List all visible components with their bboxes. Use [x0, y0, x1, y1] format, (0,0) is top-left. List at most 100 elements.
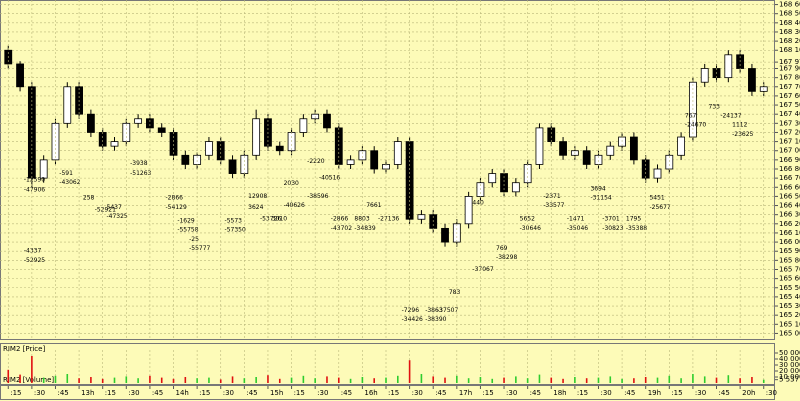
delta-label: -4337	[24, 248, 42, 255]
x-tick-label: :15	[671, 389, 682, 397]
volume-bar	[515, 376, 517, 383]
candle-body	[169, 132, 178, 156]
y-tick-label: 167 970	[779, 58, 800, 66]
delta-label: 3624	[248, 204, 263, 211]
y-tick-label: 30 000	[779, 361, 800, 369]
y-tick-label: 168 500	[779, 10, 800, 18]
delta-label: -52925	[24, 257, 45, 264]
y-tick-label: 167 800	[779, 74, 800, 82]
volume-bar	[326, 376, 328, 383]
x-tick-label: :45	[341, 389, 352, 397]
candle-body	[606, 145, 615, 156]
candle-body	[86, 113, 95, 133]
y-tick-label: 166 200	[779, 220, 800, 228]
candle-body	[181, 154, 190, 165]
candle-body	[205, 141, 213, 156]
delta-label: 5451	[649, 195, 664, 202]
volume-bar	[692, 374, 694, 383]
y-tick-label: 166 500	[779, 192, 800, 200]
x-tick-label: :45	[719, 389, 730, 397]
volume-bar	[149, 375, 151, 383]
y-tick-label: 167 300	[779, 119, 800, 127]
y-tick-label: 165 000	[779, 329, 800, 337]
candle-body	[275, 145, 284, 152]
delta-label: -2371	[543, 193, 561, 200]
volume-bar	[78, 378, 80, 383]
delta-label: -47906	[24, 187, 45, 194]
delta-label: -30646	[520, 225, 541, 232]
x-tick-label: 18h	[553, 389, 566, 397]
candle-body	[252, 118, 261, 156]
delta-label: -24670	[685, 122, 706, 129]
y-tick-label: 166 400	[779, 202, 800, 210]
delta-label: -30823	[602, 225, 623, 232]
volume-bar	[503, 377, 505, 383]
volume-bar	[267, 375, 269, 383]
volume-bar	[125, 376, 128, 383]
volume-bar	[562, 378, 564, 383]
delta-label: -1471	[567, 216, 585, 223]
y-tick-label: 167 200	[779, 128, 800, 136]
panel-label: RIM2 [Price]	[3, 345, 45, 353]
delta-label: -57350	[225, 227, 246, 234]
volume-bar	[184, 377, 187, 383]
y-tick-label: 10 000	[779, 373, 800, 381]
x-tick-label: :30	[34, 389, 45, 397]
delta-label: -52921	[95, 207, 116, 214]
delta-label: -37067	[472, 266, 493, 273]
y-tick-label: 167 900	[779, 65, 800, 73]
delta-label: -53726	[260, 216, 281, 223]
volume-bar	[597, 377, 600, 383]
x-tick-label: :15	[294, 389, 305, 397]
x-tick-label: 15h	[270, 389, 283, 397]
candle-body	[63, 86, 72, 124]
delta-label: -2866	[166, 195, 184, 202]
volume-bar	[385, 377, 387, 383]
x-tick-label: :15	[388, 389, 399, 397]
price-panel	[0, 0, 775, 340]
delta-label: -55758	[177, 227, 198, 234]
y-tick-label: 20 000	[779, 367, 800, 375]
delta-label: 767	[685, 113, 697, 120]
volume-bar	[751, 377, 753, 383]
volume-bar	[585, 378, 588, 383]
candle-body	[346, 159, 355, 165]
y-tick-label: 168 400	[779, 19, 800, 27]
y-tick-label: 166 000	[779, 238, 800, 246]
y-tick-label: 165 600	[779, 275, 800, 283]
y-tick-label: 168 200	[779, 37, 800, 45]
volume-bar	[680, 378, 682, 383]
delta-label: -35046	[567, 225, 588, 232]
y-tick-label: 165 500	[779, 284, 800, 292]
volume-bar	[42, 377, 45, 383]
volume-bar	[243, 378, 246, 383]
volume-bar	[479, 377, 482, 383]
x-tick-label: :45	[57, 389, 68, 397]
delta-label: -31154	[590, 195, 611, 202]
candle-body	[39, 159, 48, 179]
delta-label: -3938	[130, 160, 148, 167]
candle-body	[441, 227, 449, 243]
delta-label: 2030	[284, 180, 299, 187]
candle-body	[511, 182, 520, 193]
x-tick-label: :45	[246, 389, 257, 397]
y-tick-label: 166 900	[779, 156, 800, 164]
volume-bar	[302, 375, 305, 383]
y-tick-label: 166 100	[779, 229, 800, 237]
volume-bar	[397, 375, 399, 383]
delta-label: -2866	[331, 216, 349, 223]
volume-bar	[90, 377, 92, 383]
volume-bar	[314, 378, 316, 383]
volume-bar	[739, 378, 741, 383]
candle-body	[370, 150, 379, 170]
delta-label: -25	[189, 236, 199, 243]
candle-body	[724, 54, 733, 79]
candle-body	[559, 141, 567, 156]
x-tick-label: :30	[317, 389, 328, 397]
x-tick-label: 16h	[364, 389, 377, 397]
y-tick-label: 167 000	[779, 147, 800, 155]
x-tick-label: :15	[105, 389, 116, 397]
y-tick-label: 165 400	[779, 293, 800, 301]
